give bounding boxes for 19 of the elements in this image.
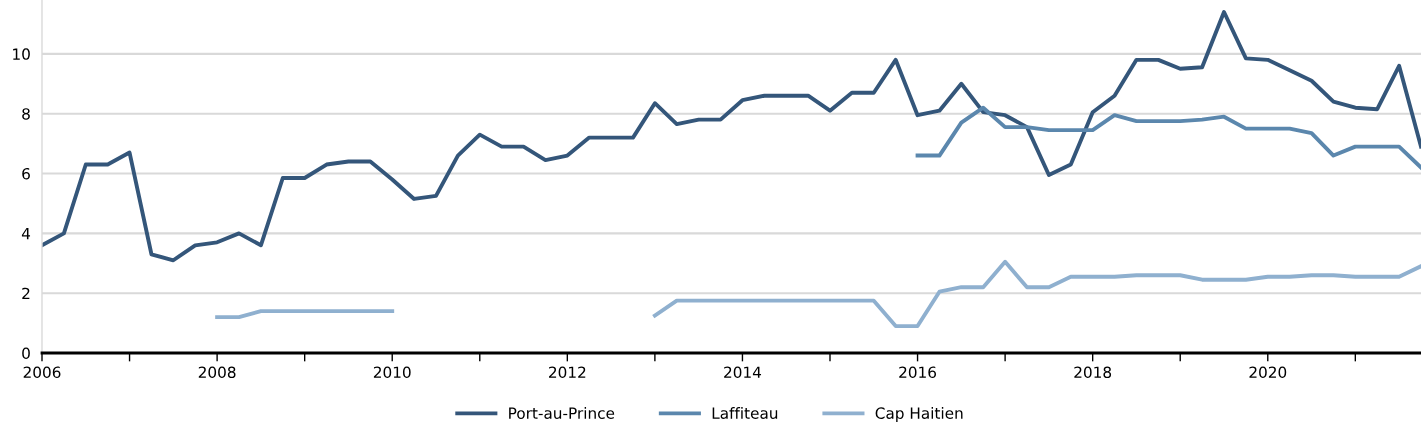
y-tick-label: 2 [22,287,30,299]
y-tick-label: 8 [22,108,30,120]
x-tick-label: 2006 [23,366,61,379]
legend-label: Laffiteau [712,407,778,419]
legend-label: Cap Haitien [875,407,963,422]
x-tick-label: 2020 [1249,366,1287,379]
y-tick-label: 10 [13,48,30,60]
x-tick-label: 2014 [724,366,762,379]
x-tick-label: 2016 [899,366,937,379]
x-tick-label: 2008 [198,366,236,379]
x-tick-label: 2012 [549,366,586,379]
legend-label: Port-au-Prince [509,407,615,419]
y-tick-label: 4 [21,228,31,240]
y-tick-label: 0 [22,347,30,360]
line-series [915,105,1421,170]
x-tick-label: 2018 [1074,366,1112,379]
x-tick-label: 2010 [373,366,411,379]
line-series [42,10,1421,263]
y-tick-label: 6 [22,167,30,180]
